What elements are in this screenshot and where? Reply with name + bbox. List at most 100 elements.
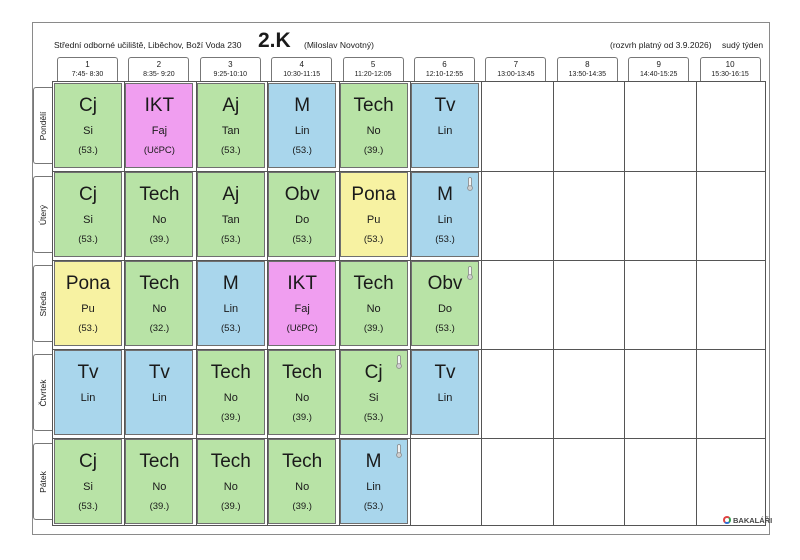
lesson-cell[interactable]: Aj Tan (53.) [196,83,265,168]
lesson-room: (53.) [221,234,241,245]
lesson-teacher: Lin [437,214,453,226]
period-header-10: 10 15:30-16:15 [699,57,761,81]
lesson-teacher: No [366,303,381,315]
lesson-cell[interactable]: Obv Do (53.) [411,261,479,346]
lesson-subject: Tv [148,362,170,383]
thermometer-icon [467,266,473,280]
grid-column-divider [267,82,269,525]
lesson-cell[interactable]: Aj Tan (53.) [196,172,265,257]
period-number: 5 [370,60,376,69]
lesson-teacher: Tan [221,125,240,137]
lesson-cell[interactable]: Cj Si (53.) [339,350,408,435]
lesson-teacher: Lin [294,125,310,137]
lesson-teacher: No [295,392,310,404]
lesson-cell[interactable]: Tech No (39.) [125,439,194,524]
lesson-cell[interactable]: Tv Lin [411,350,479,435]
grid-column-divider [481,82,483,525]
lesson-subject: Tech [139,273,180,294]
day-label-tab: Pondělí [33,87,52,164]
lesson-subject: Obv [284,184,320,205]
lesson-cell[interactable]: Tech No (39.) [196,439,265,524]
lesson-teacher: Pu [366,214,381,226]
lesson-cell[interactable]: IKT Faj (UčPC) [268,261,337,346]
lesson-room: (39.) [221,412,241,423]
lesson-teacher: Lin [366,481,381,493]
lesson-room: (53.) [363,412,384,423]
period-time: 8:35- 9:20 [143,71,175,78]
lesson-teacher: Faj [294,303,310,315]
lesson-room: (UčPC) [143,145,175,156]
lesson-teacher: Faj [151,125,168,137]
period-number: 9 [656,60,661,69]
lesson-cell[interactable]: M Lin (53.) [339,439,408,524]
lesson-subject: Pona [351,184,396,205]
lesson-cell[interactable]: Tech No (39.) [339,261,408,346]
lesson-cell[interactable]: M Lin (53.) [411,172,479,257]
lesson-cell[interactable]: M Lin (53.) [196,261,265,346]
period-number: 10 [725,60,735,69]
day-label-tab: Středa [33,265,52,342]
lesson-cell[interactable]: Tech No (39.) [268,439,337,524]
lesson-teacher: Lin [152,392,167,404]
lesson-subject: M [222,273,239,294]
lesson-cell[interactable]: Obv Do (53.) [268,172,337,257]
period-time: 11:20-12:05 [354,71,392,78]
lesson-subject: Tech [210,362,251,383]
lesson-cell[interactable]: IKT Faj (UčPC) [125,83,194,168]
lesson-subject: Cj [364,362,383,383]
lesson-cell[interactable]: Pona Pu (53.) [339,172,408,257]
lesson-cell[interactable]: Tech No (39.) [339,83,408,168]
lesson-teacher: Lin [80,392,96,404]
period-time: 12:10-12:55 [425,71,464,78]
period-header-8: 8 13:50-14:35 [556,57,618,81]
lesson-cell[interactable]: Tech No (39.) [125,172,194,257]
lesson-cell[interactable]: Tv Lin [54,350,122,435]
lesson-subject: M [437,184,453,205]
lesson-cell[interactable]: Cj Si (53.) [54,172,122,257]
grid-column-divider [338,82,340,525]
lesson-cell[interactable]: Cj Si (53.) [54,439,122,524]
lesson-room: (53.) [435,234,455,245]
period-header-6: 6 12:10-12:55 [414,57,475,81]
lesson-cell[interactable]: Tv Lin [125,350,194,435]
lesson-teacher: Lin [437,125,453,137]
lesson-subject: Pona [65,273,111,294]
bakalari-logo-icon [723,516,731,524]
lesson-cell[interactable]: Tech No (39.) [268,350,337,435]
day-name: Čtvrtek [38,379,48,406]
day-name: Úterý [38,204,48,225]
lesson-room: (53.) [363,234,384,245]
lesson-teacher: Si [83,125,93,137]
period-time: 7:45- 8:30 [71,71,104,78]
period-time: 14:40-15:25 [640,71,678,78]
period-number: 6 [442,60,447,69]
lesson-room: (39.) [363,323,384,334]
lesson-room: (53.) [78,501,98,512]
lesson-room: (53.) [363,501,384,512]
lesson-teacher: Do [437,303,453,315]
lesson-room: (53.) [78,323,98,334]
lesson-room: (53.) [292,234,312,245]
lesson-teacher: Si [83,481,93,493]
lesson-teacher: No [152,214,167,226]
lesson-cell[interactable]: M Lin (53.) [268,83,337,168]
school-name: Střední odborné učiliště, Liběchov, Boží… [54,40,242,50]
lesson-cell[interactable]: Cj Si (53.) [54,83,122,168]
period-time: 9:25-10:10 [213,71,248,78]
lesson-cell[interactable]: Tv Lin [411,83,479,168]
lesson-cell[interactable]: Tech No (39.) [196,350,265,435]
period-header-2: 2 8:35- 9:20 [128,57,190,81]
period-header-5: 5 11:20-12:05 [342,57,404,81]
lesson-teacher: No [152,303,167,315]
period-number: 8 [585,60,590,69]
lesson-cell[interactable]: Tech No (32.) [125,261,194,346]
period-header-9: 9 14:40-15:25 [628,57,690,81]
grid-column-divider [410,82,411,525]
lesson-cell[interactable]: Pona Pu (53.) [54,261,122,346]
lesson-subject: Tech [353,95,394,116]
period-time: 10:30-11:15 [283,71,321,78]
period-header-1: 1 7:45- 8:30 [57,57,118,81]
lesson-room: (53.) [221,323,241,334]
lesson-teacher: No [223,481,238,493]
day-label-tab: Pátek [33,443,52,520]
